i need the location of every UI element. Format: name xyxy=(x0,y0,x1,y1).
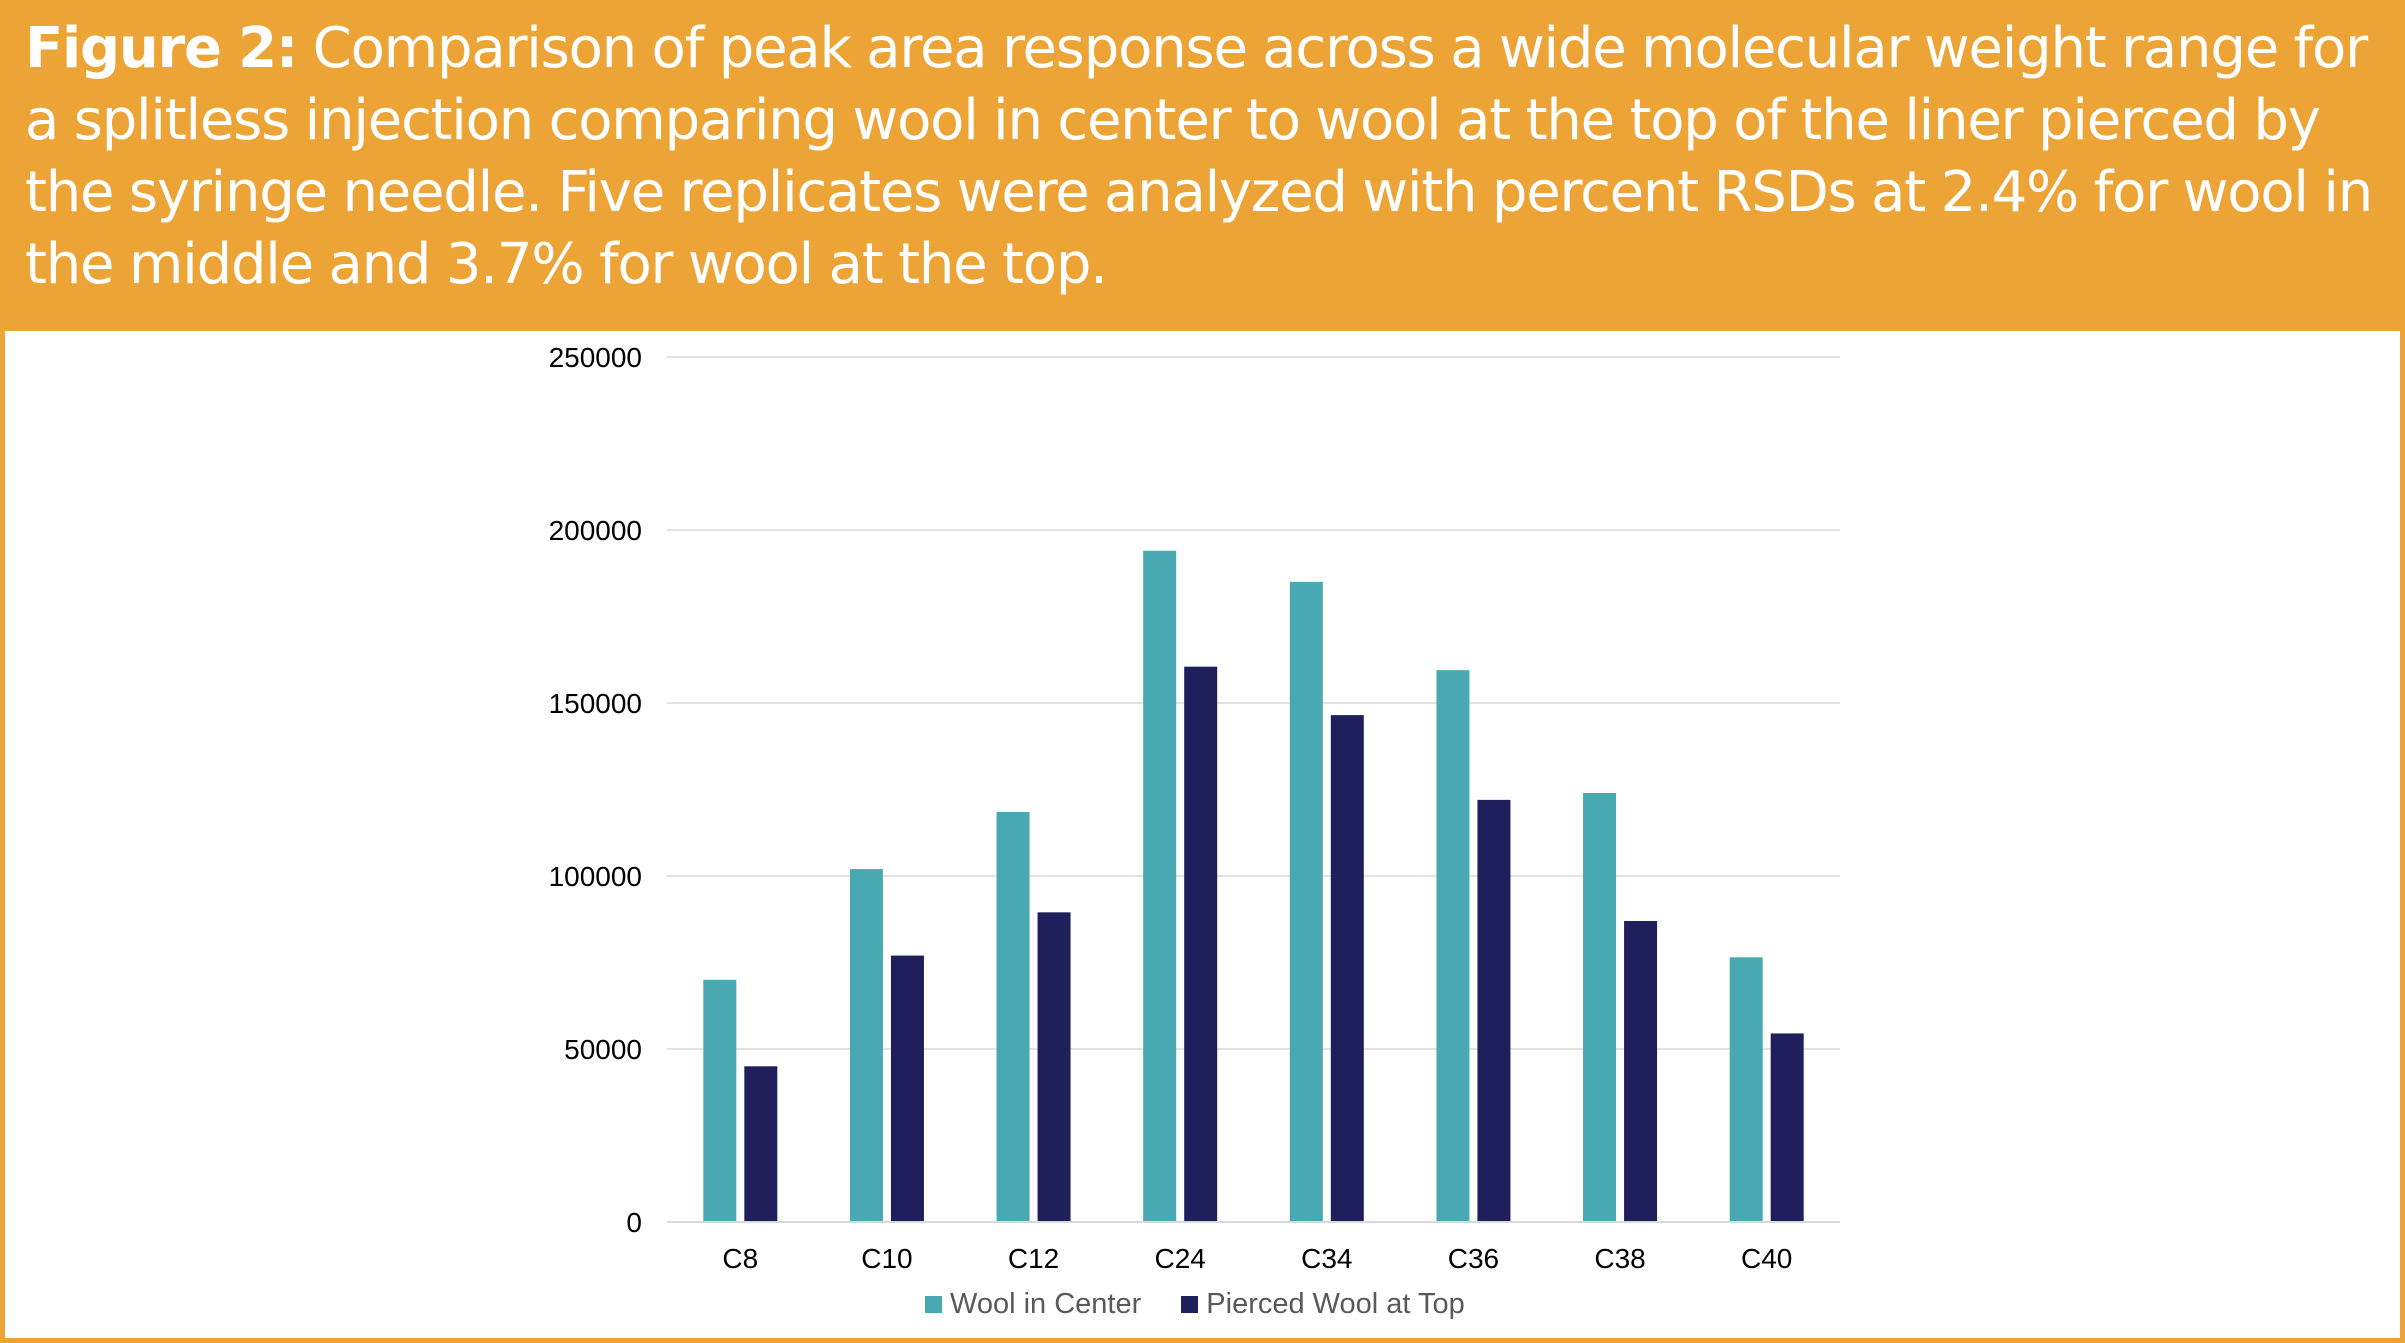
y-tick-label: 50000 xyxy=(564,1034,642,1065)
x-tick-label: C36 xyxy=(1448,1243,1499,1274)
x-tick-label: C8 xyxy=(722,1243,758,1274)
bar-pierced-wool-at-top xyxy=(744,1066,778,1222)
gridlines xyxy=(667,356,1840,1050)
bar-wool-in-center xyxy=(849,869,883,1222)
chart-legend: Wool in Center Pierced Wool at Top xyxy=(925,1288,1505,1321)
figure-caption: Figure 2: Comparison of peak area respon… xyxy=(25,13,2395,301)
y-tick-label: 200000 xyxy=(549,515,642,546)
bars xyxy=(703,550,1804,1222)
bar-wool-in-center xyxy=(1583,792,1617,1222)
bar-wool-in-center xyxy=(1289,581,1323,1222)
bar-pierced-wool-at-top xyxy=(1624,920,1658,1222)
y-tick-label: 250000 xyxy=(549,342,642,373)
x-tick-label: C38 xyxy=(1594,1243,1645,1274)
x-tick-label: C24 xyxy=(1155,1243,1206,1274)
bar-pierced-wool-at-top xyxy=(1184,666,1218,1222)
bar-wool-in-center xyxy=(996,811,1030,1222)
legend-swatch-pierced-wool-at-top xyxy=(1181,1296,1199,1313)
bar-pierced-wool-at-top xyxy=(1330,715,1364,1222)
figure-label: Figure 2: xyxy=(25,16,298,81)
y-tick-label: 100000 xyxy=(549,861,642,892)
legend-item-wool-in-center: Wool in Center xyxy=(925,1288,1141,1321)
x-tick-label: C12 xyxy=(1008,1243,1059,1274)
caption-band: Figure 2: Comparison of peak area respon… xyxy=(5,5,2405,331)
x-axis-ticks: C8 C10 C12 C24 C34 C36 C38 C40 xyxy=(722,1243,1792,1274)
bar-pierced-wool-at-top xyxy=(1770,1033,1804,1222)
bar-wool-in-center xyxy=(1436,670,1470,1222)
caption-text: Comparison of peak area response across … xyxy=(25,16,2373,297)
bar-wool-in-center xyxy=(1729,957,1763,1222)
x-tick-label: C34 xyxy=(1301,1243,1352,1274)
x-tick-label: C10 xyxy=(861,1243,912,1274)
bar-wool-in-center xyxy=(703,979,737,1222)
bar-wool-in-center xyxy=(1143,550,1177,1222)
y-tick-label: 150000 xyxy=(549,688,642,719)
y-axis-ticks: 0 50000 100000 150000 200000 250000 xyxy=(549,342,642,1238)
y-tick-label: 0 xyxy=(626,1207,642,1238)
bar-pierced-wool-at-top xyxy=(1477,799,1511,1222)
legend-label-wool-in-center: Wool in Center xyxy=(950,1288,1142,1320)
legend-item-pierced-wool-at-top: Pierced Wool at Top xyxy=(1181,1288,1465,1321)
x-tick-label: C40 xyxy=(1741,1243,1792,1274)
legend-swatch-wool-in-center xyxy=(925,1296,942,1313)
legend-label-pierced-wool-at-top: Pierced Wool at Top xyxy=(1206,1288,1465,1320)
bar-pierced-wool-at-top xyxy=(890,955,924,1222)
bar-pierced-wool-at-top xyxy=(1037,912,1071,1222)
